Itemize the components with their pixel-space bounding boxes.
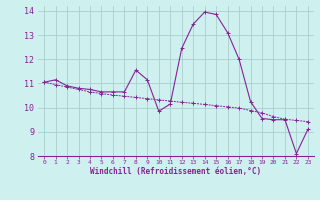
X-axis label: Windchill (Refroidissement éolien,°C): Windchill (Refroidissement éolien,°C)	[91, 167, 261, 176]
